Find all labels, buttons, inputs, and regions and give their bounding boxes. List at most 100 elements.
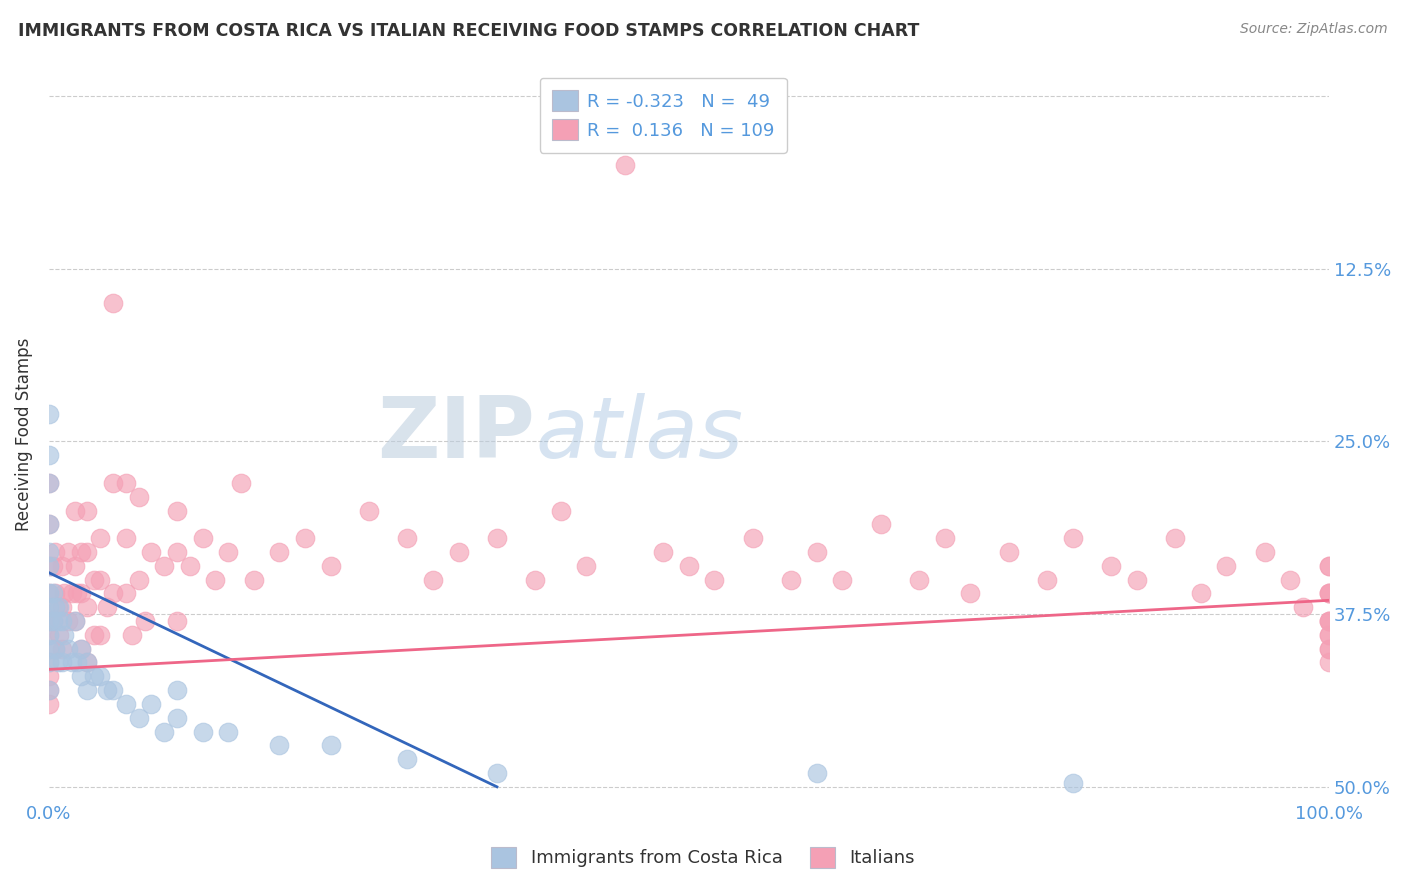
Point [114,586,136,600]
Point [121,628,143,642]
Point [1317,641,1340,656]
Point [70,586,93,600]
Point [114,475,136,490]
Point [38,656,60,670]
Point [38,600,60,615]
Point [229,475,252,490]
Point [96,600,118,615]
Point [128,573,150,587]
Point [38,683,60,698]
Point [96,683,118,698]
Point [806,545,828,559]
Point [38,697,60,711]
Legend: R = -0.323   N =  49, R =  0.136   N = 109: R = -0.323 N = 49, R = 0.136 N = 109 [540,78,787,153]
Point [51,600,73,615]
Point [780,573,803,587]
Point [998,545,1021,559]
Point [217,545,239,559]
Text: Source: ZipAtlas.com: Source: ZipAtlas.com [1240,22,1388,37]
Point [38,586,60,600]
Point [1254,545,1277,559]
Point [83,628,105,642]
Point [53,586,76,600]
Point [44,586,66,600]
Point [83,573,105,587]
Point [1126,573,1149,587]
Point [166,614,188,628]
Point [48,600,70,615]
Point [703,573,725,587]
Point [550,503,572,517]
Point [1317,628,1340,642]
Text: IMMIGRANTS FROM COSTA RICA VS ITALIAN RECEIVING FOOD STAMPS CORRELATION CHART: IMMIGRANTS FROM COSTA RICA VS ITALIAN RE… [18,22,920,40]
Point [575,558,598,573]
Point [38,614,60,628]
Point [1317,614,1340,628]
Point [101,475,124,490]
Point [485,531,508,545]
Point [76,600,98,615]
Point [89,573,111,587]
Point [42,614,65,628]
Point [114,531,136,545]
Point [38,448,60,462]
Point [44,600,66,615]
Point [38,475,60,490]
Point [242,573,264,587]
Point [1215,558,1237,573]
Point [76,545,98,559]
Point [38,517,60,532]
Point [42,614,65,628]
Point [1099,558,1122,573]
Point [269,739,291,753]
Point [831,573,853,587]
Point [1292,600,1315,615]
Point [38,614,60,628]
Point [89,628,111,642]
Point [76,656,98,670]
Point [38,407,60,421]
Point [101,683,124,698]
Point [908,573,931,587]
Point [38,517,60,532]
Point [38,683,60,698]
Point [38,628,60,642]
Point [806,766,828,780]
Point [56,614,79,628]
Point [56,641,79,656]
Point [153,558,176,573]
Point [153,724,176,739]
Point [524,573,547,587]
Point [38,656,60,670]
Point [1317,586,1340,600]
Point [101,296,124,310]
Point [128,490,150,504]
Point [42,586,65,600]
Point [319,739,342,753]
Point [44,545,66,559]
Text: atlas: atlas [536,393,744,476]
Point [38,558,60,573]
Point [269,545,291,559]
Point [38,475,60,490]
Point [141,545,163,559]
Point [38,545,60,559]
Point [179,558,201,573]
Point [396,752,419,766]
Point [1317,614,1340,628]
Point [959,586,981,600]
Point [70,641,93,656]
Point [1317,558,1340,573]
Point [38,558,60,573]
Point [51,656,73,670]
Point [76,656,98,670]
Point [51,614,73,628]
Point [46,656,69,670]
Point [38,669,60,683]
Point [63,558,86,573]
Point [934,531,956,545]
Point [1317,558,1340,573]
Point [319,558,342,573]
Point [422,573,444,587]
Point [485,766,508,780]
